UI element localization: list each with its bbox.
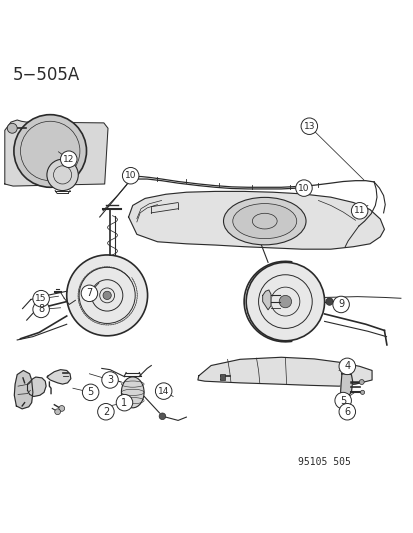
Circle shape: [55, 409, 60, 415]
Text: 6: 6: [343, 407, 349, 417]
Circle shape: [300, 118, 317, 134]
Polygon shape: [47, 370, 71, 384]
Polygon shape: [262, 290, 270, 310]
Text: 5−505A: 5−505A: [13, 67, 80, 84]
Text: 10: 10: [297, 183, 309, 192]
Text: 14: 14: [158, 386, 169, 395]
Circle shape: [97, 403, 114, 420]
Circle shape: [82, 384, 99, 401]
Text: 13: 13: [303, 122, 314, 131]
Circle shape: [295, 180, 311, 196]
Circle shape: [81, 285, 97, 302]
Circle shape: [338, 358, 355, 375]
Text: 12: 12: [63, 155, 74, 164]
Circle shape: [66, 255, 147, 336]
Bar: [220, 374, 225, 381]
Circle shape: [159, 413, 165, 419]
Circle shape: [338, 403, 355, 420]
Polygon shape: [5, 120, 108, 186]
Polygon shape: [14, 370, 33, 409]
Circle shape: [14, 115, 86, 187]
Circle shape: [59, 406, 64, 411]
Circle shape: [102, 372, 118, 388]
Ellipse shape: [223, 197, 305, 245]
Polygon shape: [128, 191, 384, 249]
Ellipse shape: [121, 377, 144, 408]
Circle shape: [325, 298, 332, 305]
Text: 5: 5: [339, 395, 345, 406]
Circle shape: [103, 291, 111, 300]
Text: 7: 7: [86, 288, 93, 298]
Circle shape: [33, 301, 49, 318]
Circle shape: [246, 262, 324, 341]
Text: 15: 15: [35, 294, 47, 303]
Circle shape: [60, 151, 77, 167]
Text: 11: 11: [353, 206, 365, 215]
Circle shape: [360, 390, 364, 394]
Circle shape: [155, 383, 171, 399]
Text: 1: 1: [121, 398, 127, 408]
Text: 4: 4: [343, 361, 349, 372]
Polygon shape: [197, 357, 371, 386]
Polygon shape: [27, 377, 46, 397]
Text: 8: 8: [38, 304, 44, 314]
Circle shape: [358, 379, 363, 384]
Circle shape: [122, 167, 139, 184]
Ellipse shape: [232, 204, 296, 239]
Circle shape: [7, 123, 17, 133]
Text: 2: 2: [102, 407, 109, 417]
Text: 9: 9: [337, 300, 343, 310]
Text: 5: 5: [87, 387, 93, 397]
Polygon shape: [339, 374, 352, 399]
Text: 95105 505: 95105 505: [297, 457, 350, 466]
Circle shape: [47, 159, 78, 191]
Text: 10: 10: [125, 171, 136, 180]
Circle shape: [33, 290, 49, 307]
Circle shape: [351, 203, 367, 219]
Circle shape: [278, 295, 291, 308]
Circle shape: [116, 394, 133, 411]
Circle shape: [334, 392, 351, 409]
Circle shape: [332, 296, 349, 313]
Text: 3: 3: [107, 375, 113, 385]
